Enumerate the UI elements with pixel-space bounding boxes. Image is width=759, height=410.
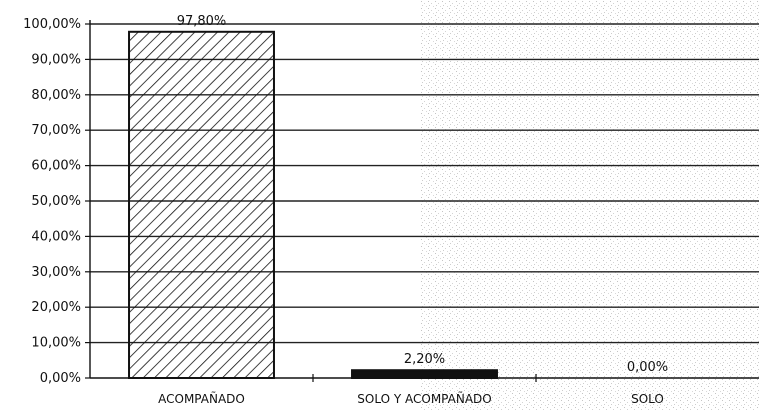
y-tick-label: 100,00% <box>23 17 81 32</box>
y-tick-label: 10,00% <box>31 336 81 351</box>
bar <box>128 30 275 380</box>
labels: 0,00% 10,00% 20,00% 30,00% 40,00% 50,00% 60,00… <box>23 14 668 406</box>
y-tick-label: 60,00% <box>31 159 81 174</box>
bar <box>351 369 498 380</box>
y-tick-label: 90,00% <box>31 52 81 67</box>
x-tick-label: ACOMPAÑADO <box>158 391 245 406</box>
y-tick-label: 0,00% <box>40 371 81 386</box>
background-noise <box>420 0 759 410</box>
y-tick-label: 80,00% <box>31 88 81 103</box>
y-tick-label: 70,00% <box>31 123 81 138</box>
data-label: 97,80% <box>177 14 227 29</box>
data-label: 0,00% <box>627 360 668 375</box>
y-tick-label: 30,00% <box>31 265 81 280</box>
y-tick-label: 40,00% <box>31 229 81 244</box>
x-tick-label: SOLO <box>631 392 664 406</box>
bars <box>128 30 498 380</box>
x-tick-label: SOLO Y ACOMPAÑADO <box>357 391 491 406</box>
data-label: 2,20% <box>404 352 445 367</box>
y-tick-label: 20,00% <box>31 300 81 315</box>
y-tick-label: 50,00% <box>31 194 81 209</box>
